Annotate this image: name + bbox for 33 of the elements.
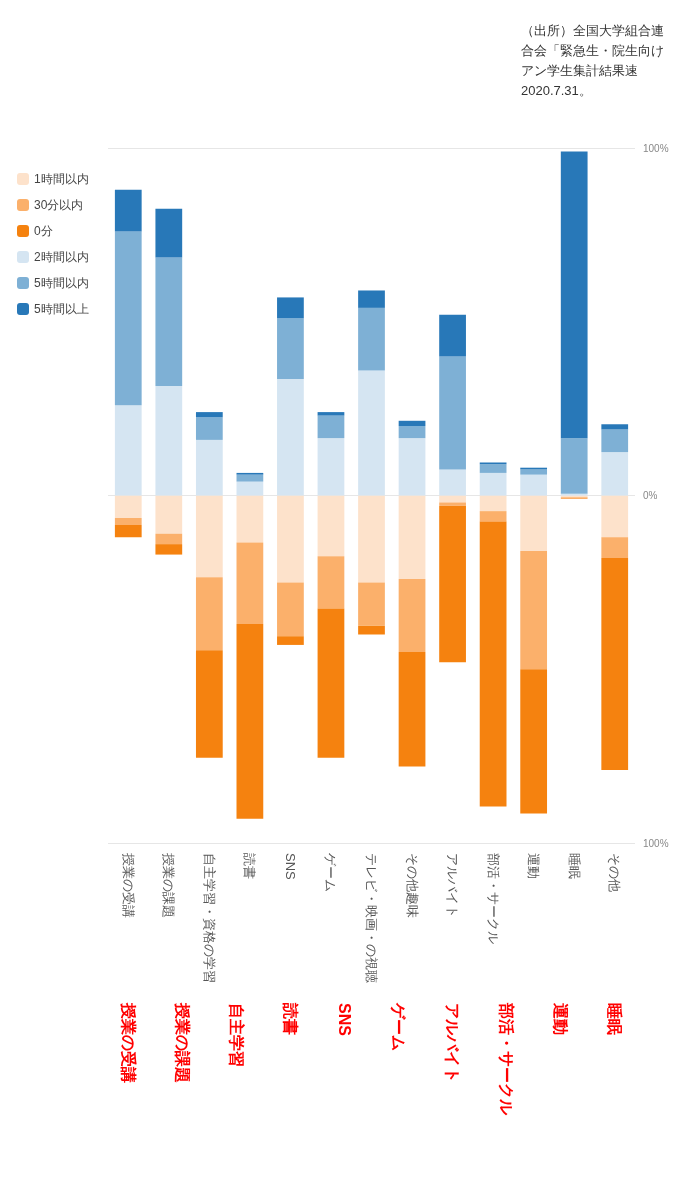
- text: 授業の受講: [119, 1002, 137, 1083]
- y-tick-label: 100%: [643, 142, 669, 154]
- legend-label: 1時間以内: [34, 172, 89, 186]
- legend-label: 5時間以上: [34, 302, 89, 316]
- x-tick-label: その他: [607, 853, 623, 892]
- text: 読書: [281, 1002, 299, 1035]
- y-tick-label: 100%: [643, 837, 669, 849]
- x-tick-label: 部活・サークル: [485, 853, 501, 944]
- legend-label: 30分以内: [34, 198, 84, 212]
- x-tick-label: 授業の受講: [120, 853, 136, 918]
- x-tick-label: 運動: [526, 853, 542, 879]
- x-tick-label: テレビ・映画・の視聴: [364, 853, 379, 983]
- text: 睡眠: [606, 1003, 624, 1035]
- x-tick-label: その他趣味: [404, 853, 420, 918]
- text: （出所）全国大学組合連合会「緊急生・院生向けアン学生集計結果速2020.7.31。: [521, 22, 664, 98]
- x-tick-label: 自主学習・資格の学習: [201, 853, 217, 983]
- text: 授業の課題: [173, 1002, 191, 1083]
- legend-label: 2時間以内: [34, 250, 89, 264]
- x-tick-label: ゲーム: [323, 853, 339, 892]
- x-tick-label: 授業の課題: [161, 853, 177, 918]
- x-tick-label: アルバイト: [445, 853, 461, 918]
- x-tick-label: 睡眠: [566, 853, 582, 879]
- text: 自主学習: [227, 1003, 246, 1067]
- x-tick-label: 読書: [242, 853, 258, 879]
- text: 部活・サークル: [498, 1002, 516, 1116]
- text: 運動: [552, 1002, 570, 1035]
- x-tick-label: SNS: [282, 853, 298, 881]
- legend-label: 5時間以内: [34, 276, 89, 290]
- text: ゲーム: [390, 1002, 408, 1051]
- text: SNS: [335, 1003, 353, 1037]
- y-tick-label: 0%: [643, 490, 658, 501]
- text: アルバイト: [444, 1003, 462, 1083]
- legend-label: 0分: [34, 224, 53, 238]
